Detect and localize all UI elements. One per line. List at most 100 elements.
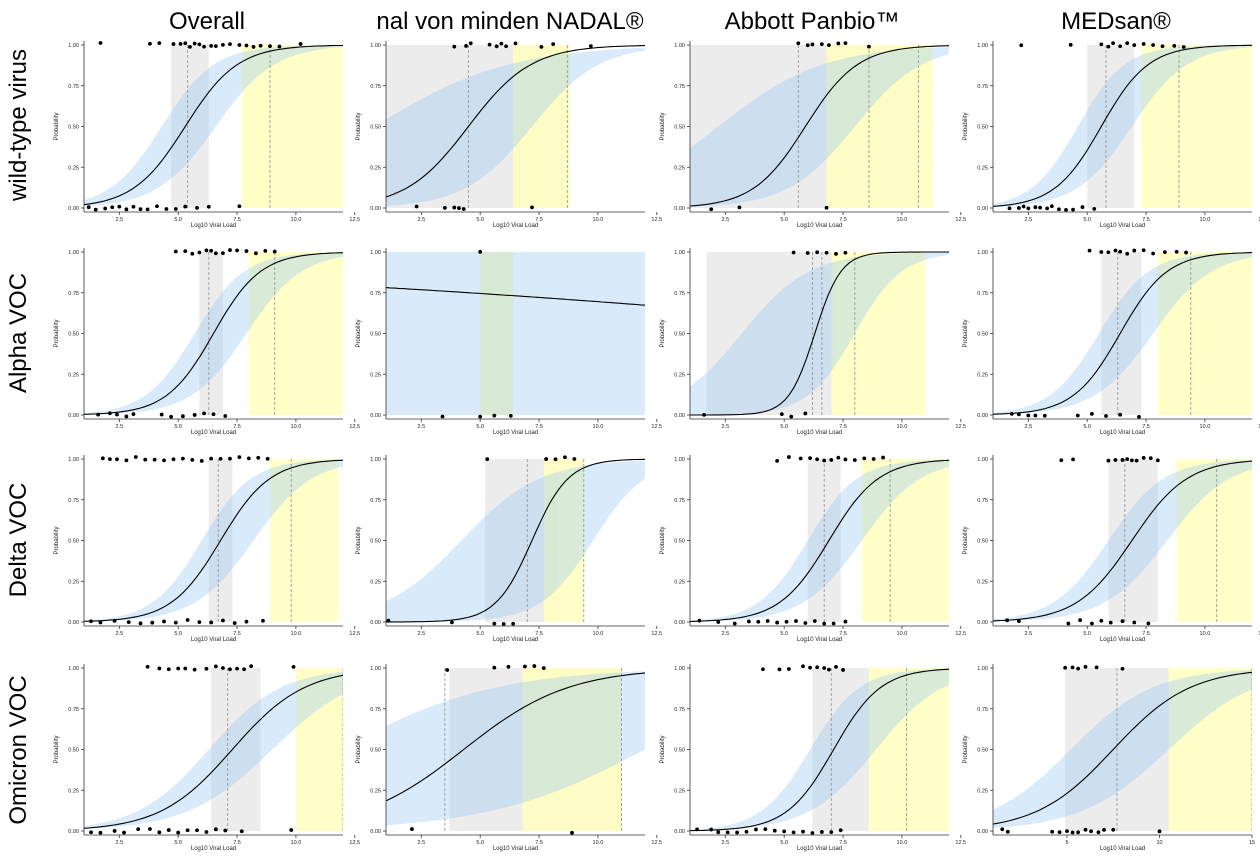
data-point-positive: [183, 666, 188, 671]
y-tick-label: 0.25: [68, 372, 79, 378]
ci-ribbon: [993, 459, 1252, 622]
data-point-positive: [775, 458, 780, 463]
data-point-negative: [232, 621, 237, 625]
data-point-positive: [263, 248, 268, 253]
data-point-positive: [1068, 42, 1073, 47]
data-point-negative: [810, 831, 815, 835]
data-point-negative: [450, 620, 454, 625]
data-point-positive: [1059, 458, 1064, 463]
panel-0-1: 0.00 0.25 0.50 0.75 1.00 2.5 5.0 7.5 10.0 12.5 Log…: [356, 41, 662, 229]
y-tick-label: 1.00: [674, 457, 685, 463]
y-tick-label: 0.50: [674, 332, 685, 338]
data-point-negative: [138, 207, 143, 212]
data-point-negative: [136, 827, 141, 832]
x-tick-label: 7.5: [535, 217, 543, 223]
data-point-positive: [541, 666, 546, 671]
data-point-positive: [1132, 248, 1137, 253]
fitted-curve: [84, 44, 343, 206]
y-tick-label: 0.00: [977, 413, 988, 419]
y-tick-label: 0.00: [370, 829, 381, 835]
data-point-positive: [1106, 44, 1111, 49]
y-tick-label: 0.50: [977, 332, 988, 338]
data-point-positive: [1111, 41, 1115, 46]
data-point-positive: [1106, 250, 1111, 255]
data-point-negative: [1064, 207, 1068, 212]
y-tick-label: 0.75: [977, 707, 988, 713]
panel-body: [690, 459, 949, 622]
data-point-positive: [1155, 458, 1160, 463]
data-point-positive: [190, 457, 195, 462]
y-axis-label: Probability: [660, 526, 666, 554]
data-point-negative: [1017, 206, 1021, 210]
data-point-positive: [523, 664, 527, 669]
data-point-negative: [1089, 829, 1093, 834]
data-point-positive: [237, 455, 242, 459]
data-point-positive: [235, 248, 239, 253]
y-tick-label: 0.75: [674, 707, 685, 713]
data-point-positive: [506, 664, 511, 669]
y-axis-label: Probability: [963, 112, 969, 140]
data-point-positive: [1070, 665, 1075, 670]
data-point-negative: [386, 618, 391, 623]
data-point-positive: [98, 41, 103, 45]
data-point-positive: [841, 668, 845, 672]
data-point-positive: [843, 250, 848, 255]
y-tick-label: 0.50: [977, 539, 988, 545]
data-point-positive: [1087, 248, 1092, 253]
x-tick-label: 5.0: [476, 424, 484, 430]
x-axis-label: Log10 Viral Load: [797, 430, 842, 436]
data-point-negative: [1132, 620, 1137, 625]
y-axis-label: Probability: [54, 735, 60, 763]
data-point-negative: [180, 414, 185, 419]
x-tick-label: 10.0: [897, 840, 908, 846]
data-point-negative: [1099, 618, 1104, 623]
data-point-positive: [822, 666, 827, 670]
ci-ribbon: [84, 459, 343, 622]
data-point-negative: [124, 414, 129, 419]
data-point-negative: [1089, 621, 1094, 626]
x-tick-label: 10: [1156, 840, 1162, 846]
x-tick-label: 7.5: [1142, 424, 1150, 430]
y-tick-label: 0.75: [68, 291, 79, 297]
data-point-positive: [183, 249, 188, 253]
data-point-negative: [501, 622, 506, 626]
data-point-negative: [1076, 830, 1080, 835]
data-point-negative: [162, 619, 166, 624]
ci-ribbon: [690, 46, 949, 207]
panel-0-0: 0.00 0.25 0.50 0.75 1.00 2.5 5.0 7.5 10.0 12.5 Log…: [54, 41, 360, 229]
data-point-negative: [1057, 207, 1061, 212]
x-tick-label: 12.5: [349, 840, 360, 846]
yellow-band: [248, 252, 343, 415]
data-point-positive: [464, 44, 468, 48]
data-point-positive: [1125, 41, 1130, 45]
y-tick-label: 0.50: [370, 748, 381, 754]
data-point-negative: [185, 618, 190, 622]
x-tick-label: 5.0: [1083, 631, 1091, 637]
y-tick-label: 0.25: [674, 579, 685, 585]
data-point-positive: [244, 43, 249, 48]
x-tick-label: 5.0: [174, 424, 182, 430]
data-point-positive: [815, 665, 820, 670]
y-tick-label: 0.25: [370, 579, 381, 585]
panel-2-3: 0.00 0.25 0.50 0.75 1.00 2.5 5.0 7.5 10.0 12.5 Log…: [963, 455, 1260, 643]
data-point-positive: [836, 455, 841, 460]
y-tick-label: 0.75: [674, 498, 685, 504]
x-axis-label: Log10 Viral Load: [797, 846, 842, 852]
column-header-nadal: nal von minden NADAL®: [376, 8, 644, 35]
x-tick-label: 5.0: [174, 631, 182, 637]
ci-ribbon: [993, 252, 1252, 415]
data-point-negative: [1102, 827, 1106, 832]
data-point-positive: [124, 458, 129, 463]
panel-3-2: 0.00 0.25 0.50 0.75 1.00 2.5 5.0 7.5 10.0 12.5 Log…: [660, 664, 966, 852]
data-point-negative: [440, 414, 445, 419]
fitted-curve: [690, 459, 949, 622]
data-point-positive: [532, 664, 537, 668]
x-tick-label: 7.5: [233, 840, 241, 846]
x-tick-label: 2.5: [721, 217, 729, 223]
data-point-positive: [1113, 248, 1118, 253]
y-tick-label: 1.00: [977, 43, 988, 49]
data-point-positive: [235, 666, 239, 671]
x-tick-label: 5.0: [476, 631, 484, 637]
yellow-band: [1176, 459, 1252, 622]
data-point-negative: [744, 829, 749, 834]
